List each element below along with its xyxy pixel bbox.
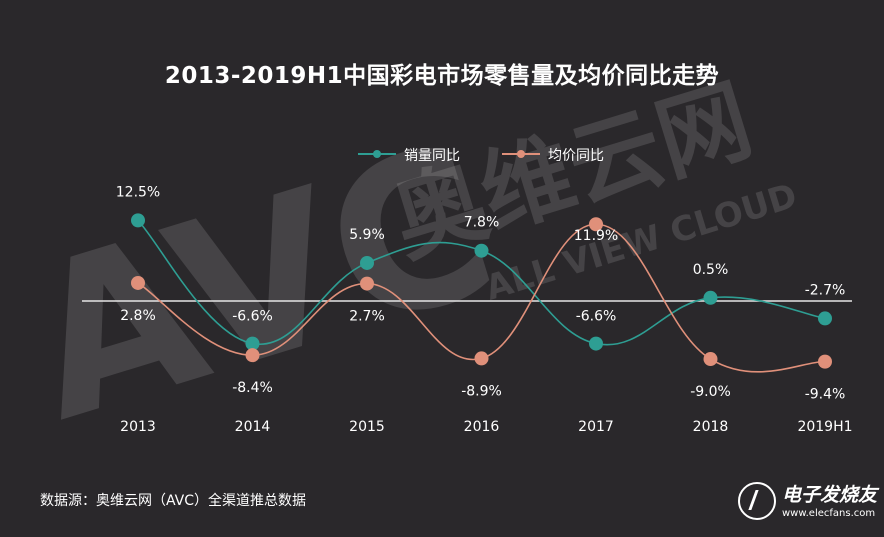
data-label-0-3: 7.8% bbox=[464, 215, 500, 231]
x-tick-label-0: 2013 bbox=[120, 419, 156, 435]
data-label-1-3: -8.9% bbox=[461, 383, 502, 399]
data-point-1-4[interactable] bbox=[589, 217, 603, 232]
x-tick-label-2: 2015 bbox=[349, 419, 385, 435]
data-point-0-4[interactable] bbox=[589, 336, 603, 351]
legend-label-0: 销量同比 bbox=[404, 148, 460, 164]
legend-marker-1 bbox=[517, 150, 525, 158]
data-label-0-1: -6.6% bbox=[232, 309, 273, 325]
chart-title: 2013-2019H1中国彩电市场零售量及均价同比走势 bbox=[164, 63, 720, 89]
x-tick-label-6: 2019H1 bbox=[797, 419, 852, 435]
x-tick-label-4: 2017 bbox=[578, 419, 614, 435]
data-label-1-4: 11.9% bbox=[574, 228, 618, 244]
legend-label-1: 均价同比 bbox=[548, 148, 604, 164]
data-label-1-0: 2.8% bbox=[120, 308, 156, 324]
data-label-0-5: 0.5% bbox=[693, 262, 729, 278]
elecfans-logo-url: www.elecfans.com bbox=[782, 508, 876, 519]
x-tick-label-5: 2018 bbox=[693, 419, 729, 435]
data-label-0-0: 12.5% bbox=[116, 184, 160, 200]
data-point-0-1[interactable] bbox=[245, 336, 260, 351]
data-label-1-2: 2.7% bbox=[349, 309, 385, 325]
watermark: AVC 奥维云网 ALL VIEW CLOUD bbox=[3, 66, 802, 468]
data-point-0-6[interactable] bbox=[818, 311, 832, 326]
chart-legend: 销量同比 均价同比 bbox=[358, 148, 604, 164]
data-label-0-6: -2.7% bbox=[805, 282, 846, 298]
elecfans-logo[interactable]: 电子发烧友 www.elecfans.com bbox=[738, 478, 878, 528]
data-point-1-3[interactable] bbox=[474, 351, 489, 366]
data-point-1-5[interactable] bbox=[703, 352, 718, 367]
data-point-1-2[interactable] bbox=[360, 276, 374, 291]
elecfans-logo-name: 电子发烧友 bbox=[782, 484, 878, 506]
data-point-0-3[interactable] bbox=[474, 243, 489, 258]
data-label-0-4: -6.6% bbox=[576, 309, 617, 325]
x-axis: 2013 2014 2015 2016 2017 2018 2019H1 bbox=[120, 419, 852, 435]
data-point-0-2[interactable] bbox=[360, 255, 374, 270]
data-point-1-0[interactable] bbox=[131, 275, 145, 290]
data-label-1-6: -9.4% bbox=[805, 387, 846, 403]
data-point-0-0[interactable] bbox=[131, 213, 145, 228]
data-point-1-6[interactable] bbox=[818, 354, 832, 369]
x-tick-label-3: 2016 bbox=[464, 419, 500, 435]
elecfans-logo-icon bbox=[738, 482, 776, 520]
legend-marker-0 bbox=[373, 150, 381, 158]
series-layer bbox=[131, 213, 832, 373]
data-point-0-5[interactable] bbox=[703, 290, 718, 305]
data-label-1-1: -8.4% bbox=[232, 380, 273, 396]
data-labels: 12.5% -6.6% 5.9% 7.8% -6.6% 0.5% -2.7% 2.8% -8.4… bbox=[116, 184, 846, 402]
data-point-1-1[interactable] bbox=[245, 348, 260, 363]
data-label-0-2: 5.9% bbox=[349, 227, 385, 243]
data-label-1-5: -9.0% bbox=[690, 384, 731, 400]
x-tick-label-1: 2014 bbox=[235, 419, 271, 435]
data-source-note: 数据源：奥维云网（AVC）全渠道推总数据 bbox=[40, 493, 307, 509]
